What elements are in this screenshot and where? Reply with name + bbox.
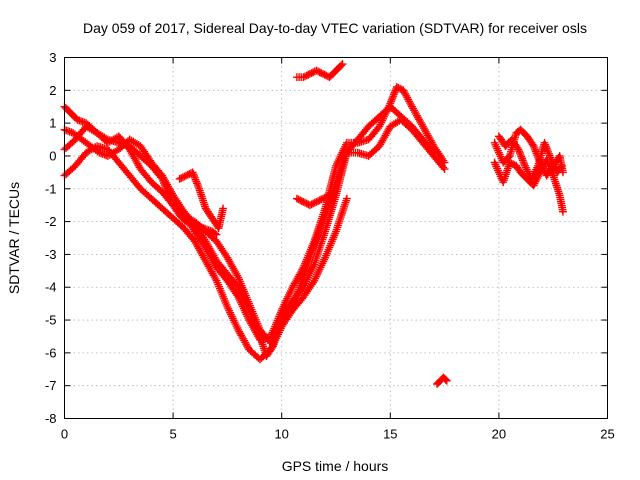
data-point (329, 188, 338, 196)
series-track-l (495, 132, 566, 183)
data-point (342, 194, 351, 203)
y-tick-label: -7 (45, 378, 57, 393)
series-track-d (60, 102, 438, 347)
x-tick-label: 20 (492, 427, 506, 442)
y-tick-label: -8 (45, 411, 57, 426)
x-tick-label: 5 (169, 427, 176, 442)
data-point (441, 375, 450, 384)
series-track-c (60, 142, 351, 364)
y-tick-label: -5 (45, 313, 57, 328)
data-points (60, 60, 567, 388)
series-segment-i (433, 373, 451, 388)
series-segment-e (175, 168, 227, 233)
y-tick-label: -6 (45, 345, 57, 360)
y-tick-label: -4 (45, 280, 57, 295)
x-tick-label: 10 (274, 427, 288, 442)
data-point (557, 161, 566, 170)
x-tick-label: 15 (383, 427, 397, 442)
data-point (338, 60, 347, 68)
y-axis-label: SDTVAR / TECUs (6, 182, 22, 294)
y-tick-label: 2 (49, 83, 56, 98)
data-point (442, 376, 451, 385)
x-tick-label: 0 (61, 427, 68, 442)
chart-title: Day 059 of 2017, Sidereal Day-to-day VTE… (83, 20, 587, 36)
data-point (328, 189, 337, 197)
data-point (440, 165, 449, 173)
y-tick-label: 3 (49, 50, 56, 65)
y-tick-label: -2 (45, 214, 57, 229)
data-point (212, 230, 221, 239)
series-segment-g (293, 60, 347, 82)
y-tick-label: 1 (49, 116, 56, 131)
plot-frame (64, 57, 608, 419)
x-tick-label: 25 (600, 427, 614, 442)
y-tick-label: 0 (49, 148, 56, 163)
series-track-b (60, 116, 449, 360)
series-segment-h (293, 188, 338, 210)
y-tick-label: -1 (45, 181, 57, 196)
data-point (219, 204, 227, 213)
y-tick-label: -3 (45, 247, 57, 262)
data-point (429, 148, 438, 157)
series-segment-f (169, 201, 221, 239)
data-point (337, 61, 346, 70)
x-axis-label: GPS time / hours (282, 458, 389, 474)
data-point (559, 207, 567, 216)
